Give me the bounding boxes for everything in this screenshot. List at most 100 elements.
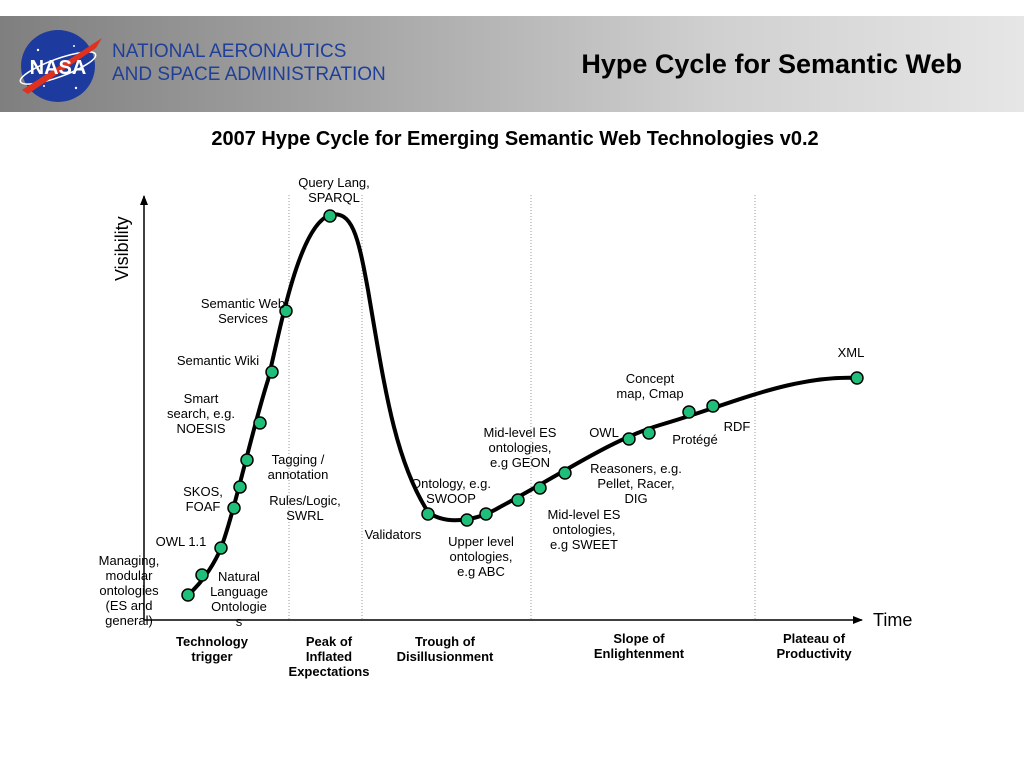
technology-label-line: Services	[218, 311, 268, 326]
technology-label: Semantic Wiki	[177, 353, 259, 368]
technology-label-line: Language	[210, 584, 268, 599]
technology-label: OWL 1.1	[156, 534, 207, 549]
phase-label-line: Slope of	[613, 631, 665, 646]
technology-label: Concept map, Cmap	[616, 371, 683, 401]
technology-marker	[511, 493, 525, 507]
technology-label-line: Reasoners, e.g.	[590, 461, 682, 476]
technology-label: Managing, modular ontologies (ES and general…	[99, 553, 160, 628]
technology-label: OWL	[589, 425, 619, 440]
technology-label-line: Rules/Logic,	[269, 493, 341, 508]
technology-label-line: Semantic Wiki	[177, 353, 259, 368]
technology-label-line: Managing,	[99, 553, 160, 568]
technology-marker	[706, 399, 720, 413]
technology-markers	[181, 209, 864, 602]
technology-marker	[214, 541, 228, 555]
technology-label-line: ontologies	[99, 583, 159, 598]
phase-label-line: Peak of	[306, 634, 353, 649]
org-name-line2: AND SPACE ADMINISTRATION	[112, 64, 386, 85]
technology-marker	[181, 588, 195, 602]
phase-label-line: Disillusionment	[397, 649, 494, 664]
technology-marker	[479, 507, 493, 521]
phase-label-line: Trough of	[415, 634, 476, 649]
phase-label-line: Plateau of	[783, 631, 846, 646]
technology-label-line: Natural	[218, 569, 260, 584]
phase-labels: Technology trigger Peak of Inflated Expectat…	[176, 631, 852, 679]
technology-label-line: Ontologie	[211, 599, 267, 614]
svg-text:NASA: NASA	[30, 57, 87, 79]
technology-label: Mid-level ES ontologies, e.g GEON	[484, 425, 557, 470]
technology-label-line: SWRL	[286, 508, 324, 523]
technology-label-line: FOAF	[186, 499, 221, 514]
technology-label-line: ontologies,	[450, 549, 513, 564]
technology-marker	[558, 466, 572, 480]
technology-label: Ontology, e.g. SWOOP	[411, 476, 491, 506]
technology-marker	[323, 209, 337, 223]
technology-marker	[279, 304, 293, 318]
technology-label: Validators	[365, 527, 422, 542]
technology-label-line: SKOS,	[183, 484, 223, 499]
technology-label: Natural Language Ontologie s	[210, 569, 268, 629]
technology-labels: Managing, modular ontologies (ES and general…	[99, 175, 865, 629]
technology-label-line: XML	[838, 345, 865, 360]
phase-label: Slope of Enlightenment	[594, 631, 685, 661]
technology-label: Tagging / annotation	[268, 452, 329, 482]
technology-label-line: search, e.g.	[167, 406, 235, 421]
technology-label-line: annotation	[268, 467, 329, 482]
technology-marker	[642, 426, 656, 440]
technology-marker	[240, 453, 254, 467]
technology-label: Protégé	[672, 432, 718, 447]
phase-label-line: Enlightenment	[594, 646, 685, 661]
technology-marker	[265, 365, 279, 379]
technology-marker	[682, 405, 696, 419]
phase-dividers	[288, 195, 756, 620]
phase-label-line: Expectations	[289, 664, 370, 679]
technology-label: Query Lang, SPARQL	[298, 175, 370, 205]
technology-label-line: SWOOP	[426, 491, 476, 506]
technology-label-line: OWL 1.1	[156, 534, 207, 549]
technology-label: Semantic Web Services	[201, 296, 285, 326]
technology-label-line: Protégé	[672, 432, 718, 447]
technology-label-line: map, Cmap	[616, 386, 683, 401]
technology-label-line: Query Lang,	[298, 175, 370, 190]
technology-label-line: DIG	[624, 491, 647, 506]
phase-label-line: Technology	[176, 634, 249, 649]
technology-label-line: Tagging /	[272, 452, 325, 467]
technology-label-line: Mid-level ES	[484, 425, 557, 440]
technology-label-line: Concept	[626, 371, 675, 386]
technology-marker	[195, 568, 209, 582]
technology-marker	[421, 507, 435, 521]
x-axis-label: Time	[873, 610, 912, 630]
phase-label-line: Productivity	[776, 646, 852, 661]
technology-label-line: Mid-level ES	[548, 507, 621, 522]
technology-label-line: Pellet, Racer,	[597, 476, 674, 491]
nasa-logo-icon: NASA	[19, 30, 102, 102]
technology-label-line: RDF	[724, 419, 751, 434]
technology-label: Smart search, e.g. NOESIS	[167, 391, 235, 436]
phase-label-line: Inflated	[306, 649, 352, 664]
technology-label-line: Upper level	[448, 534, 514, 549]
technology-label-line: e.g SWEET	[550, 537, 618, 552]
technology-label-line: ontologies,	[489, 440, 552, 455]
technology-label: Reasoners, e.g. Pellet, Racer, DIG	[590, 461, 682, 506]
technology-label-line: ontologies,	[553, 522, 616, 537]
technology-label-line: s	[236, 614, 243, 629]
technology-label-line: SPARQL	[308, 190, 360, 205]
technology-label: Mid-level ES ontologies, e.g SWEET	[548, 507, 621, 552]
phase-label: Technology trigger	[176, 634, 249, 664]
org-name-line1: NATIONAL AERONAUTICS	[112, 41, 347, 62]
technology-marker	[622, 432, 636, 446]
technology-label-line: Semantic Web	[201, 296, 285, 311]
technology-label: Upper level ontologies, e.g ABC	[448, 534, 514, 579]
technology-label-line: e.g ABC	[457, 564, 505, 579]
phase-label: Peak of Inflated Expectations	[289, 634, 370, 679]
technology-label-line: NOESIS	[176, 421, 225, 436]
phase-label-line: trigger	[191, 649, 232, 664]
technology-label-line: e.g GEON	[490, 455, 550, 470]
phase-label: Plateau of Productivity	[776, 631, 852, 661]
technology-label-line: Smart	[184, 391, 219, 406]
technology-label-line: Ontology, e.g.	[411, 476, 491, 491]
technology-label-line: OWL	[589, 425, 619, 440]
technology-marker	[253, 416, 267, 430]
diagram-subtitle: 2007 Hype Cycle for Emerging Semantic We…	[211, 128, 819, 150]
